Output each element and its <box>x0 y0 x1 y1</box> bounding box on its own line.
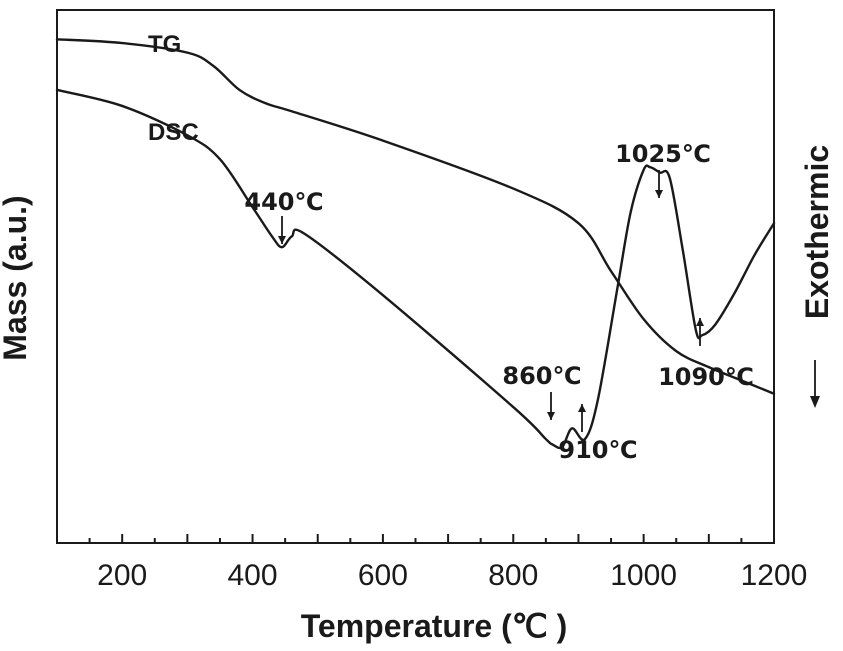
annotation-label: 1025℃ <box>615 140 711 168</box>
annotation-arrow-head <box>655 190 663 198</box>
curve-labels: TG DSC <box>148 31 199 146</box>
peak-annotations: 440℃ 860℃ 910℃ 1025℃ 1090℃ <box>244 140 754 464</box>
x-axis-tick-labels: 200 400 600 800 1000 1200 <box>97 559 807 592</box>
annotation-arrow-head <box>278 236 286 244</box>
annotation-label: 1090℃ <box>658 363 754 391</box>
dsc-curve <box>55 88 776 450</box>
plot-frame <box>56 9 775 544</box>
annotation-label: 910℃ <box>558 436 637 464</box>
y-axis-title: Mass (a.u.) <box>0 195 33 360</box>
annotation-label: 860℃ <box>502 362 581 390</box>
annotation-label: 440℃ <box>244 188 323 216</box>
x-tick-label: 1000 <box>610 559 677 592</box>
annotation-910: 910℃ <box>558 404 638 464</box>
x-tick-label: 1200 <box>741 559 808 592</box>
x-tick-label: 600 <box>358 559 408 592</box>
x-tick-label: 400 <box>228 559 278 592</box>
x-axis-ticks <box>56 534 775 543</box>
exothermic-arrow <box>810 360 820 408</box>
annotation-1090: 1090℃ <box>658 318 754 391</box>
annotation-arrow-head <box>547 412 555 420</box>
curves <box>55 38 776 450</box>
annotation-arrow-head <box>578 404 586 412</box>
annotation-1025: 1025℃ <box>615 140 711 198</box>
annotation-860: 860℃ <box>502 362 582 420</box>
dsc-label: DSC <box>148 119 199 146</box>
exothermic-arrow-head <box>810 396 820 408</box>
annotation-440: 440℃ <box>244 188 324 244</box>
exothermic-label: Exothermic <box>799 145 835 319</box>
annotation-arrow-head <box>696 318 704 326</box>
x-tick-label: 200 <box>97 559 147 592</box>
x-tick-label: 800 <box>488 559 538 592</box>
x-axis-title: Temperature (℃ ) <box>301 608 568 644</box>
tg-label: TG <box>148 31 181 58</box>
tg-curve <box>55 38 776 395</box>
